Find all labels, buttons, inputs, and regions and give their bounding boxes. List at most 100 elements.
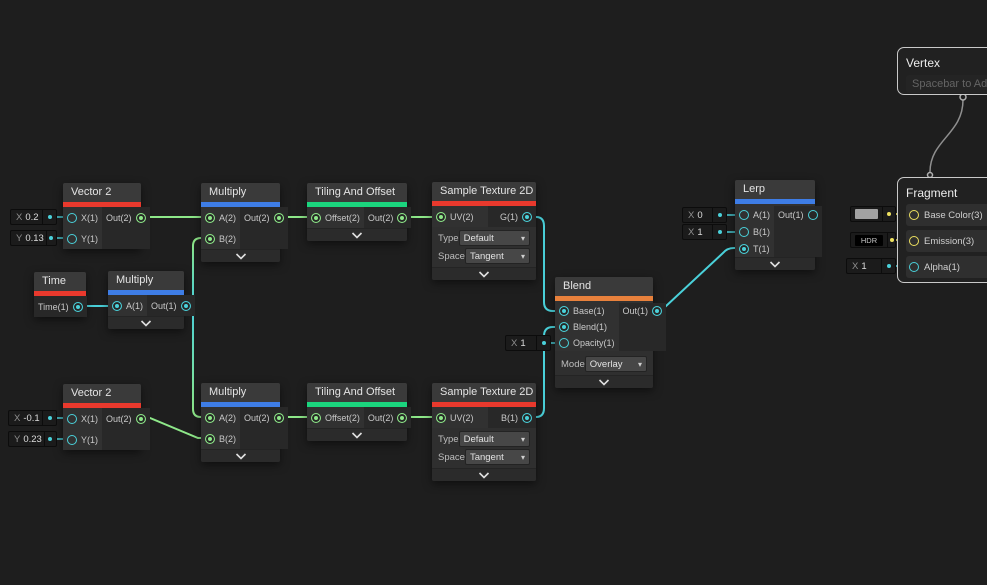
port-out[interactable]	[273, 412, 284, 423]
vector2-top-y-field[interactable]: Y 0.13	[10, 230, 57, 246]
port-label: Base(1)	[573, 306, 605, 316]
port-label: X(1)	[81, 413, 99, 424]
collapse-toggle[interactable]	[307, 428, 407, 441]
chevron-down-icon	[478, 270, 490, 278]
port-base-input[interactable]	[559, 306, 569, 316]
port-out[interactable]	[397, 412, 408, 423]
port-label: UV(2)	[450, 211, 474, 222]
node-tiling-offset-top[interactable]: Tiling And Offset Offset(2) Out(2)	[307, 183, 412, 241]
collapse-toggle[interactable]	[201, 249, 280, 262]
port-x-input[interactable]	[67, 413, 77, 424]
collapse-toggle[interactable]	[201, 449, 280, 462]
port-b-input[interactable]	[739, 226, 749, 237]
port-offset-input[interactable]	[311, 412, 321, 423]
port-b-input[interactable]	[205, 233, 215, 244]
port-basecolor-input[interactable]	[909, 210, 919, 220]
node-tiling-offset-bottom[interactable]: Tiling And Offset Offset(2) Out(2)	[307, 383, 412, 441]
block-alpha[interactable]: Alpha(1)	[906, 256, 987, 278]
collapse-toggle[interactable]	[735, 257, 815, 270]
block-base-color[interactable]: Base Color(3)	[906, 204, 987, 226]
node-color-bar	[307, 202, 407, 207]
color-swatch[interactable]	[855, 209, 879, 219]
vector2-bottom-y-field[interactable]: Y 0.23	[8, 431, 57, 447]
collapse-toggle[interactable]	[307, 228, 407, 241]
blend-opacity-field[interactable]: X 1	[505, 335, 551, 351]
node-lerp[interactable]: Lerp A(1) B(1) T(1) Out(1)	[735, 180, 822, 270]
emission-hdr-field[interactable]: HDR	[850, 232, 896, 248]
widget-connector	[712, 208, 726, 222]
port-uv-input[interactable]	[436, 211, 446, 222]
node-blend[interactable]: Blend Base(1) Blend(1) Opacity(1) Out(1)…	[555, 277, 667, 388]
hdr-color-swatch[interactable]: HDR	[855, 234, 883, 246]
port-out[interactable]	[135, 212, 146, 223]
vector2-top-x-field[interactable]: X 0.2	[10, 209, 57, 225]
port-g-out[interactable]	[522, 211, 532, 222]
space-dropdown[interactable]: Tangent ▾	[464, 248, 530, 264]
lerp-b-field[interactable]: X 1	[682, 224, 727, 240]
port-t-input[interactable]	[739, 243, 749, 254]
port-label: Out(2)	[367, 212, 394, 223]
node-vector2-top[interactable]: Vector 2 X(1) Y(1) Out(2)	[63, 183, 150, 249]
alpha-field[interactable]: X 1	[846, 258, 896, 274]
type-dropdown[interactable]: Default ▾	[458, 431, 530, 447]
type-dropdown[interactable]: Default ▾	[458, 230, 530, 246]
node-vector2-bottom[interactable]: Vector 2 X(1) Y(1) Out(2)	[63, 384, 150, 450]
port-offset-input[interactable]	[311, 212, 321, 223]
port-out[interactable]	[652, 306, 663, 316]
dropdown-caret-icon: ▾	[637, 359, 642, 369]
port-out[interactable]	[180, 300, 191, 311]
lerp-a-field[interactable]: X 0	[682, 207, 727, 223]
node-multiply-mid[interactable]: Multiply A(1) Out(1)	[108, 271, 195, 329]
node-sample-texture-top[interactable]: Sample Texture 2D UV(2) G(1) Type Defaul…	[432, 182, 536, 280]
port-blend-input[interactable]	[559, 322, 569, 332]
port-y-input[interactable]	[67, 233, 77, 244]
wire-samplebottom-blend-blend[interactable]	[527, 326, 564, 418]
fragment-context[interactable]: Fragment Base Color(3) Emission(3) Alpha…	[897, 177, 987, 283]
port-a-input[interactable]	[112, 300, 122, 311]
widget-connector	[712, 225, 726, 239]
chevron-down-icon	[351, 231, 363, 239]
port-out[interactable]	[273, 212, 284, 223]
collapse-toggle[interactable]	[432, 468, 536, 481]
basecolor-swatch-field[interactable]	[850, 206, 896, 222]
vertex-context[interactable]: Vertex Spacebar to Add	[897, 47, 987, 95]
port-out[interactable]	[135, 413, 146, 424]
mode-dropdown[interactable]: Overlay ▾	[584, 356, 647, 372]
port-opacity-input[interactable]	[559, 338, 569, 348]
port-uv-input[interactable]	[436, 412, 446, 423]
port-time-out[interactable]	[72, 301, 83, 312]
node-sample-texture-bottom[interactable]: Sample Texture 2D UV(2) B(1) Type Defaul…	[432, 383, 536, 481]
block-label: Emission(3)	[924, 235, 975, 247]
wire-blend-lerp-t[interactable]	[644, 247, 744, 312]
collapse-toggle[interactable]	[432, 267, 536, 280]
space-dropdown[interactable]: Tangent ▾	[464, 449, 530, 465]
port-a-input[interactable]	[739, 209, 749, 220]
context-title: Fragment	[906, 186, 958, 200]
port-y-input[interactable]	[67, 434, 77, 445]
dropdown-caret-icon: ▾	[520, 452, 525, 462]
node-multiply-bottom[interactable]: Multiply A(2) B(2) Out(2)	[201, 383, 288, 462]
port-b-out[interactable]	[522, 412, 532, 423]
node-title: Multiply	[201, 383, 280, 402]
port-out[interactable]	[807, 209, 818, 220]
port-x-input[interactable]	[67, 212, 77, 223]
port-alpha-input[interactable]	[909, 262, 919, 272]
port-out[interactable]	[397, 212, 408, 223]
port-emission-input[interactable]	[909, 236, 919, 246]
port-label: A(1)	[126, 300, 144, 311]
port-a-input[interactable]	[205, 212, 215, 223]
port-b-input[interactable]	[205, 433, 215, 444]
wire-sampletop-blend-base[interactable]	[527, 216, 564, 312]
chevron-down-icon	[598, 378, 610, 386]
wire-vertex-fragment[interactable]	[929, 99, 964, 173]
block-emission[interactable]: Emission(3)	[906, 230, 987, 252]
port-a-input[interactable]	[205, 412, 215, 423]
vector2-bottom-x-field[interactable]: X -0.1	[8, 410, 57, 426]
collapse-toggle[interactable]	[108, 316, 184, 329]
option-label: Space	[438, 451, 465, 463]
node-time[interactable]: Time Time(1)	[34, 272, 87, 317]
collapse-toggle[interactable]	[555, 375, 653, 388]
node-multiply-top[interactable]: Multiply A(2) B(2) Out(2)	[201, 183, 288, 262]
option-label: Type	[438, 232, 459, 244]
